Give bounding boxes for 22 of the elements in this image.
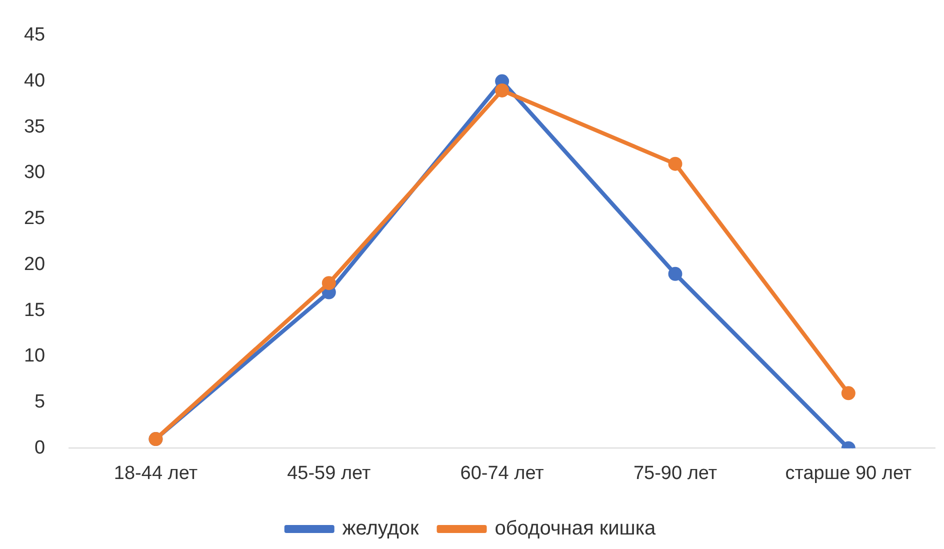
y-tick-label: 15 <box>24 300 46 321</box>
point <box>668 266 682 281</box>
y-tick-label: 45 <box>24 24 46 46</box>
y-tick-label: 35 <box>24 116 46 138</box>
legend-label: желудок <box>342 518 420 540</box>
x-tick-label: старше 90 лет <box>785 462 912 484</box>
x-tick-label: 45-59 лет <box>287 462 371 484</box>
point <box>841 386 856 400</box>
y-tick-label: 20 <box>24 254 46 275</box>
y-tick-label: 0 <box>34 437 46 458</box>
x-tick-label: 60-74 лет <box>460 462 544 484</box>
point <box>668 156 682 171</box>
point <box>322 276 336 290</box>
x-tick-label: 75-90 лет <box>633 462 718 484</box>
x-tick-label: 18-44 лет <box>114 462 198 484</box>
y-tick-label: 10 <box>24 346 46 367</box>
point <box>495 83 510 98</box>
y-tick-label: 25 <box>24 208 46 230</box>
y-tick-label: 40 <box>24 70 46 92</box>
legend-label: ободочная кишка <box>494 518 657 540</box>
y-tick-label: 30 <box>24 162 46 184</box>
y-tick-label: 5 <box>34 392 46 413</box>
